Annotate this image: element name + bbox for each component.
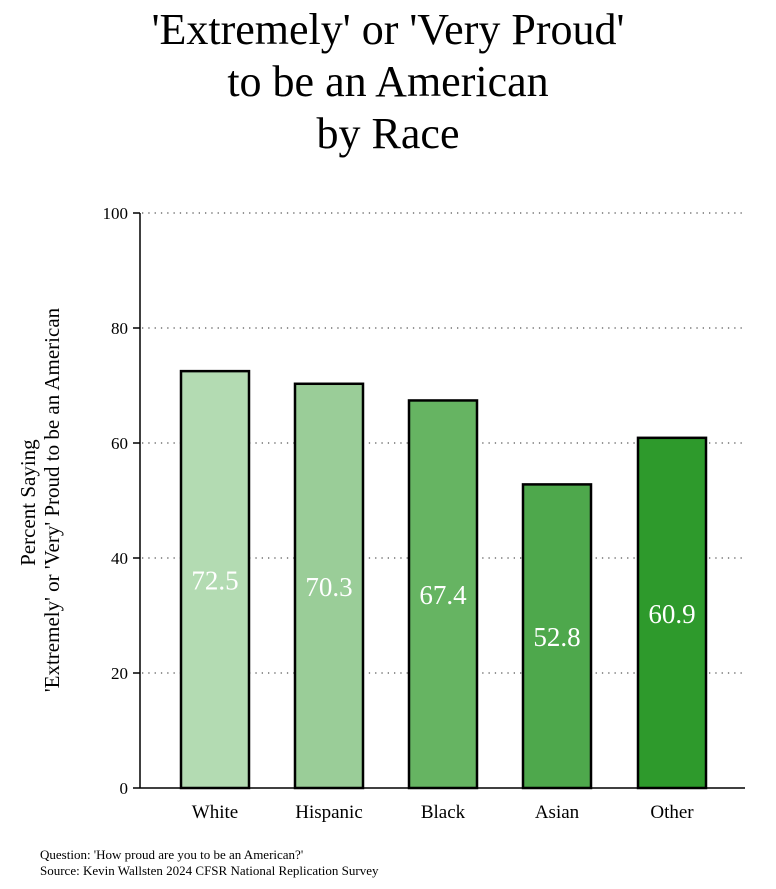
x-tick-labels: White Hispanic Black Asian Other (192, 802, 695, 823)
chart-title-line-2: to be an American (227, 57, 549, 106)
bars (179, 369, 708, 790)
y-tick-label-100: 100 (103, 204, 129, 223)
x-tick-label-black: Black (421, 802, 466, 823)
y-axis-label-line-2: 'Extremely' or 'Very' Proud to be an Ame… (40, 307, 64, 692)
x-tick-label-asian: Asian (535, 802, 580, 823)
y-axis-label-line-1: Percent Saying (16, 439, 40, 566)
value-label-black: 67.4 (419, 580, 467, 610)
y-tick-label-0: 0 (120, 779, 129, 798)
footnote-source: Source: Kevin Wallsten 2024 CFSR Nationa… (40, 863, 379, 878)
value-label-hispanic: 70.3 (305, 572, 352, 602)
x-tick-label-other: Other (650, 802, 694, 823)
value-label-asian: 52.8 (533, 622, 580, 652)
x-tick-label-white: White (192, 802, 238, 823)
y-tick-label-60: 60 (111, 434, 128, 453)
y-tick-label-40: 40 (111, 549, 128, 568)
value-labels: 72.5 70.3 67.4 52.8 60.9 (191, 566, 695, 653)
value-label-white: 72.5 (191, 566, 238, 596)
y-tick-label-20: 20 (111, 664, 128, 683)
bar-white (179, 369, 251, 790)
chart-title: 'Extremely' or 'Very Proud' to be an Ame… (0, 4, 776, 160)
footnote: Question: 'How proud are you to be an Am… (40, 847, 378, 879)
value-label-other: 60.9 (648, 599, 695, 629)
chart-title-line-3: by Race (316, 109, 460, 158)
footnote-question: Question: 'How proud are you to be an Am… (40, 847, 304, 862)
axes (133, 212, 745, 789)
y-axis-label: Percent Saying 'Extremely' or 'Very' Pro… (16, 307, 64, 692)
y-tick-labels: 0 20 40 60 80 100 (103, 204, 129, 798)
chart-title-line-1: 'Extremely' or 'Very Proud' (151, 5, 625, 54)
y-tick-label-80: 80 (111, 319, 128, 338)
x-tick-label-hispanic: Hispanic (295, 802, 363, 823)
